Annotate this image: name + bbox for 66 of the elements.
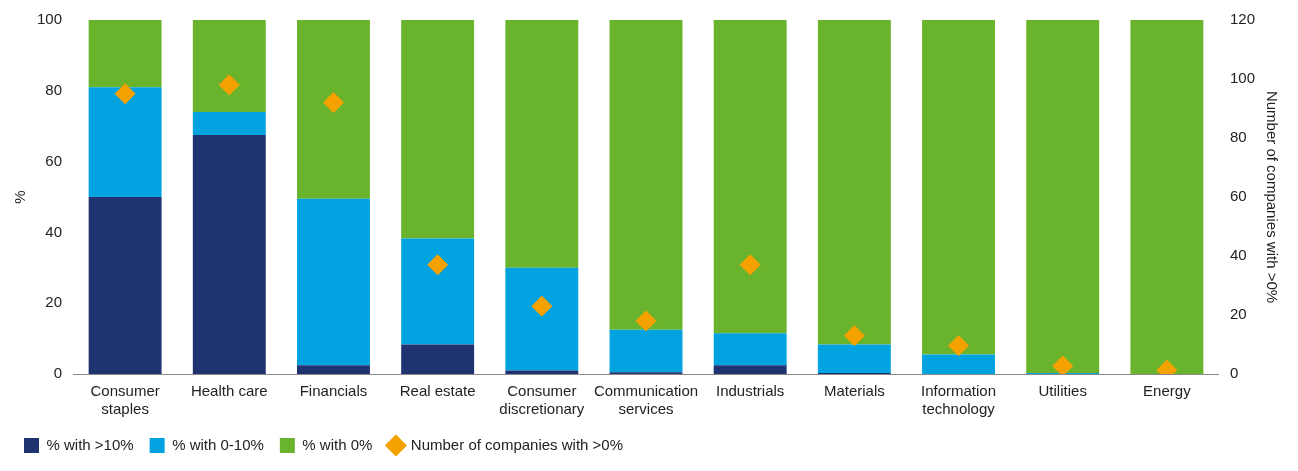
point	[114, 83, 136, 105]
legend-label: % with >10%	[46, 435, 134, 453]
y-tick-label: 40	[45, 222, 63, 240]
y2-tick-label: 120	[1229, 10, 1255, 28]
bar	[297, 198, 370, 366]
bar	[192, 20, 266, 113]
point	[948, 335, 970, 357]
point	[843, 325, 865, 347]
bar	[922, 354, 995, 374]
y-tick-label: 80	[45, 80, 63, 98]
bar	[88, 197, 162, 374]
legend-label: % with 0-10%	[172, 435, 264, 453]
point	[322, 92, 344, 114]
y2-tick-label: 100	[1229, 69, 1255, 87]
bar	[817, 344, 891, 373]
legend-label: Number of companies with >0%	[410, 435, 624, 453]
bar	[401, 344, 475, 374]
bar	[88, 87, 162, 197]
x-tick-label: Financials	[299, 382, 368, 400]
bar	[713, 20, 787, 334]
bar	[505, 370, 579, 374]
bar	[1026, 20, 1100, 373]
x-tick-label: Communication services	[593, 382, 699, 418]
bar	[713, 365, 787, 374]
y2-tick-label: 0	[1229, 364, 1239, 382]
bar	[505, 20, 579, 268]
x-tick-label: Industrials	[715, 382, 785, 400]
y-tick-label: 20	[45, 293, 63, 311]
x-tick-label: Materials	[823, 382, 885, 400]
point	[739, 254, 761, 276]
bar	[1130, 20, 1204, 374]
bar	[88, 20, 162, 88]
bar	[192, 135, 266, 374]
point	[531, 295, 553, 317]
y2-axis-title: Number of companies with >0%	[1263, 90, 1281, 304]
x-tick-label: Utilities	[1038, 382, 1087, 400]
point	[1052, 355, 1074, 374]
y2-tick-label: 80	[1229, 128, 1247, 146]
bar	[505, 267, 579, 371]
x-tick-label: Energy	[1143, 382, 1192, 400]
x-tick-label: Health care	[190, 382, 268, 400]
point	[218, 74, 240, 96]
bar	[297, 365, 370, 374]
bar	[922, 20, 995, 355]
y2-tick-label: 40	[1229, 246, 1247, 264]
x-tick-label: Consumer discretionary	[499, 382, 585, 418]
bar	[609, 329, 683, 373]
y2-tick-label: 20	[1229, 305, 1247, 323]
y2-tick-label: 60	[1229, 187, 1247, 205]
y-tick-label: 0	[53, 364, 63, 382]
point	[635, 310, 657, 332]
bar	[401, 20, 475, 239]
y-tick-label: 60	[45, 151, 63, 169]
legend-label: % with 0%	[302, 435, 373, 453]
x-tick-label: Consumer staples	[90, 382, 160, 418]
y-axis-title: %	[11, 190, 29, 204]
x-tick-label: Information technology	[921, 382, 997, 418]
bar	[713, 333, 787, 366]
y-tick-label: 100	[37, 10, 63, 28]
bar	[817, 20, 891, 345]
point	[427, 254, 449, 276]
bar	[192, 112, 266, 136]
bar	[609, 20, 683, 330]
bar	[401, 238, 475, 345]
bar	[297, 20, 370, 199]
x-tick-label: Real estate	[399, 382, 476, 400]
